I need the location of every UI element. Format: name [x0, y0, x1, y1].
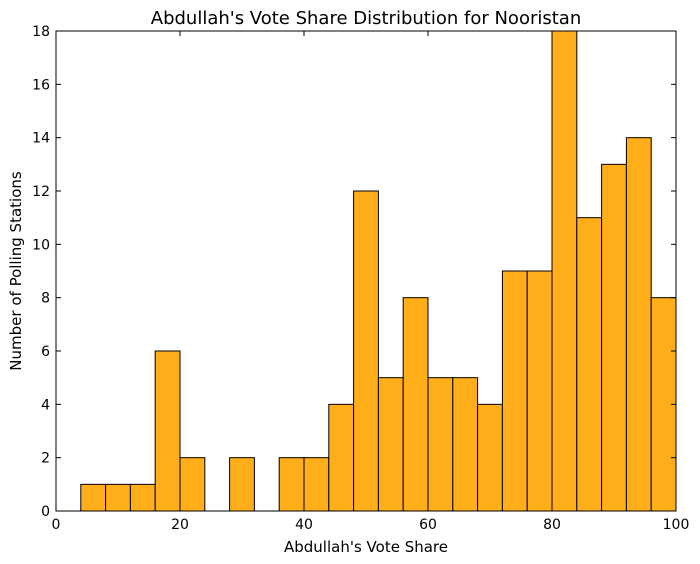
- histogram-bar: [129, 483, 156, 512]
- histogram-bar: [625, 137, 652, 512]
- y-tick-label: 8: [41, 291, 50, 307]
- histogram-bar: [526, 270, 553, 512]
- y-tick-label: 18: [32, 24, 50, 40]
- histogram-bar: [477, 403, 503, 512]
- bars-group: [55, 30, 677, 512]
- y-tick-label: 6: [41, 344, 50, 360]
- histogram-bar: [353, 190, 379, 512]
- histogram-bar: [303, 457, 330, 512]
- histogram-bar: [402, 297, 429, 512]
- histogram-bar: [601, 163, 627, 512]
- x-tick-label: 80: [543, 517, 561, 533]
- histogram-bar: [154, 350, 181, 512]
- y-tick-label: 12: [32, 184, 50, 200]
- histogram-bar: [80, 483, 107, 512]
- chart-title: Abdullah's Vote Share Distribution for N…: [151, 8, 581, 29]
- y-tick-label: 10: [32, 237, 50, 253]
- y-tick-label: 0: [41, 504, 50, 520]
- histogram-bar: [105, 483, 131, 512]
- x-tick-label: 20: [171, 517, 189, 533]
- x-tick-label: 40: [295, 517, 313, 533]
- x-axis-label: Abdullah's Vote Share: [284, 538, 448, 556]
- x-tick-label: 0: [52, 517, 61, 533]
- histogram-bar: [551, 30, 578, 512]
- histogram-bar: [501, 270, 528, 512]
- x-tick-label: 100: [663, 517, 690, 533]
- histogram-bar: [377, 377, 404, 512]
- y-tick-label: 4: [41, 397, 50, 413]
- x-tick-label: 60: [419, 517, 437, 533]
- plot-frame: [55, 30, 677, 512]
- histogram-bar: [179, 457, 206, 512]
- histogram-bar: [427, 377, 454, 512]
- histogram-bar: [229, 457, 255, 512]
- ticks-group: 0 20 40 60 80 100 0 2 4 6 8 10 12 14 16 18: [32, 24, 689, 533]
- y-tick-label: 16: [32, 77, 50, 93]
- histogram-bar: [576, 217, 603, 512]
- y-tick-label: 2: [41, 451, 50, 467]
- y-tick-label: 14: [32, 131, 50, 147]
- y-axis-label: Number of Polling Stations: [7, 171, 25, 371]
- histogram-bar: [328, 403, 355, 512]
- histogram-bar: [278, 457, 305, 512]
- histogram-bar: [452, 377, 479, 512]
